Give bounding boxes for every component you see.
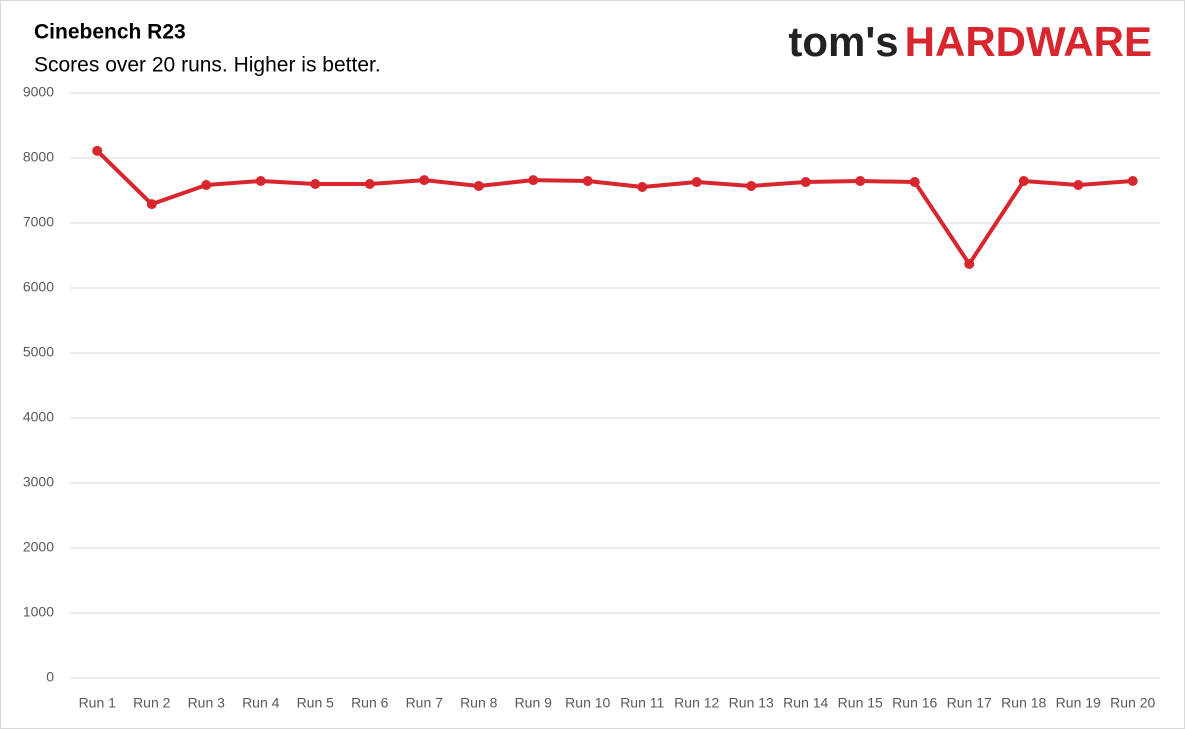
point [691,177,702,188]
chart-title: Cinebench R23 [34,21,186,44]
x-tick-label: Run 7 [406,695,444,711]
x-tick-label: Run 5 [297,695,335,711]
point [201,179,212,190]
point [255,176,266,187]
point [528,175,539,186]
line [95,149,1133,266]
x-tick-label: Run 6 [351,695,389,711]
y-tick-label: 3000 [23,474,54,490]
x-tick-label: Run 12 [674,695,719,711]
x-tick-label: Run 1 [79,695,117,711]
y-tick-label: 4000 [23,409,54,425]
y-tick-label: 0 [46,669,54,685]
logo-prefix: tom's [788,18,898,65]
y-tick-label: 1000 [23,604,54,620]
point [746,180,757,191]
x-tick-label: Run 2 [133,695,171,711]
logo-name: HARDWARE [905,18,1152,65]
y-tick-label: 5000 [23,344,54,360]
x-tick-label: Run 17 [947,695,992,711]
x-tick-label: Run 16 [892,695,937,711]
point [92,145,103,156]
point [582,176,593,187]
x-tick-label: Run 4 [242,695,280,711]
point [146,199,157,210]
point [800,177,811,188]
x-tick-label: Run 20 [1110,695,1155,711]
x-tick-label: Run 13 [729,695,774,711]
point [419,175,430,186]
x-tick-label: Run 14 [783,695,828,711]
chart-subtitle: Scores over 20 runs. Higher is better. [34,54,381,77]
x-tick-label: Run 3 [188,695,226,711]
point [473,180,484,191]
point [1073,179,1084,190]
y-tick-label: 8000 [23,149,54,165]
y-tick-label: 9000 [23,84,54,100]
point [964,258,975,269]
point [1127,176,1138,187]
logo: tom's HARDWARE [788,18,1152,65]
y-tick-label: 7000 [23,214,54,230]
x-tick-label: Run 9 [515,695,553,711]
point [637,181,648,192]
point [909,177,920,188]
x-tick-label: Run 19 [1056,695,1101,711]
y-tick-label: 2000 [23,539,54,555]
x-tick-label: Run 11 [620,695,664,711]
x-tick-label: Run 8 [460,695,498,711]
point [310,179,321,189]
point [1018,176,1029,187]
x-tick-label: Run 15 [838,695,883,711]
x-tick-label: Run 10 [565,695,610,711]
x-tick-label: Run 18 [1001,695,1046,711]
point [855,176,866,187]
point [364,179,375,189]
y-tick-label: 6000 [23,279,54,295]
